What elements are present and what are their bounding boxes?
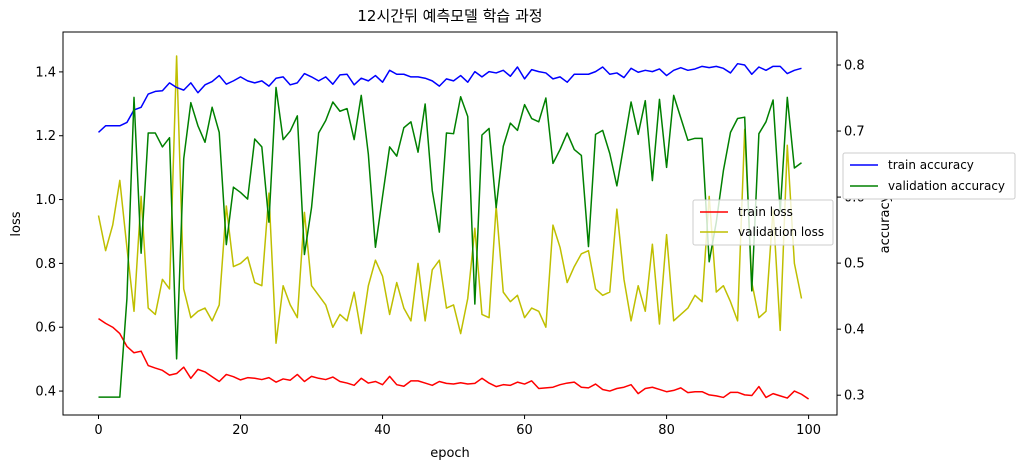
- series-line-validation-accuracy: [98, 86, 802, 398]
- x-tick-label: 100: [796, 423, 821, 438]
- y-right-tick-label: 0.7: [844, 125, 865, 140]
- y-axis-left-ticks: 0.4 0.6 0.8 1.0 1.2 1.4: [35, 65, 63, 400]
- y-axis-left-label: loss: [9, 211, 24, 236]
- y-right-tick-label: 0.4: [844, 323, 865, 338]
- x-tick-label: 0: [94, 423, 102, 438]
- legend-validation-loss-label: validation loss: [738, 225, 824, 239]
- y-axis-right-ticks: 0.30.40.50.60.70.8: [837, 59, 865, 404]
- y-axis-right-label: accuracy: [878, 194, 893, 253]
- plot-frame: [62, 31, 838, 416]
- x-axis-ticks: 0 20 40 60 80 100: [94, 415, 821, 438]
- x-axis-label: epoch: [430, 446, 470, 461]
- chart-title: 12시간뒤 예측모델 학습 과정: [357, 7, 542, 25]
- x-tick-label: 60: [516, 423, 533, 438]
- y-left-tick-label: 1.0: [35, 193, 56, 208]
- y-right-tick-label: 0.5: [844, 257, 865, 272]
- series-line-train-accuracy: [97, 62, 802, 133]
- y-left-tick-label: 0.6: [35, 321, 56, 336]
- y-right-tick-label: 0.8: [844, 59, 865, 74]
- legend-validation-accuracy-label: validation accuracy: [888, 179, 1005, 193]
- y-left-tick-label: 0.8: [35, 257, 56, 272]
- y-right-tick-label: 0.3: [844, 389, 865, 404]
- legend-accuracy-box: [842, 152, 1016, 200]
- x-tick-label: 40: [374, 423, 391, 438]
- y-left-tick-label: 1.4: [35, 65, 56, 80]
- x-tick-label: 80: [658, 423, 675, 438]
- legend-train-loss-label: train loss: [738, 205, 793, 219]
- y-left-tick-label: 0.4: [35, 385, 56, 400]
- legend-accuracy: train accuracy validation accuracy: [842, 152, 1016, 200]
- legend-loss: train loss validation loss: [692, 199, 834, 246]
- legend-train-accuracy-label: train accuracy: [888, 158, 974, 172]
- x-tick-label: 20: [232, 423, 249, 438]
- series-line-validation-loss: [97, 55, 803, 344]
- plot-lines: [97, 55, 810, 400]
- y-left-tick-label: 1.2: [35, 129, 56, 144]
- series-line-train-loss: [98, 317, 810, 400]
